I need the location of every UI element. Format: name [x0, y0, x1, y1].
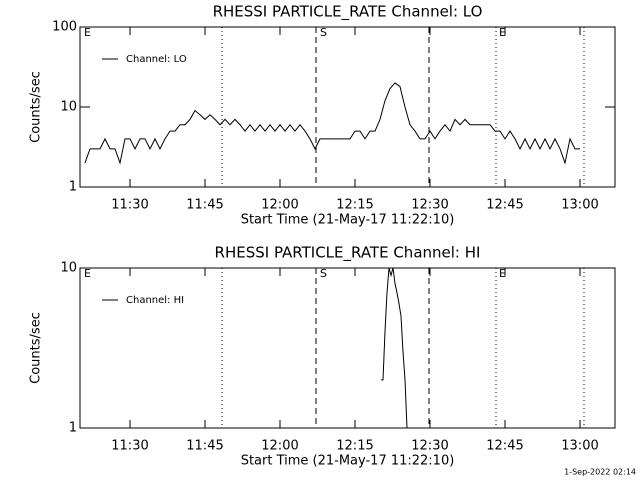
annotation: E — [499, 267, 506, 280]
data-line — [381, 268, 408, 428]
y-axis-label: Counts/sec — [29, 71, 44, 143]
y-axis-label: Counts/sec — [29, 312, 44, 384]
annotation: E — [84, 26, 91, 39]
annotation: S — [320, 267, 327, 280]
x-tick-label: 12:00 — [261, 439, 298, 454]
y-tick-label: 10 — [60, 100, 77, 115]
annotation: S — [320, 26, 327, 39]
x-tick-label: 13:00 — [561, 439, 598, 454]
x-tick-label: 13:00 — [561, 198, 598, 213]
x-tick-label: 12:45 — [486, 198, 523, 213]
x-tick-label: 12:00 — [261, 198, 298, 213]
x-axis-label: Start Time (21-May-17 11:22:10) — [241, 454, 455, 469]
x-tick-label: 11:30 — [111, 198, 148, 213]
x-tick-label: 12:30 — [411, 198, 448, 213]
chart-title: RHESSI PARTICLE_RATE Channel: LO — [213, 3, 483, 22]
legend-label: Channel: LO — [126, 54, 187, 65]
x-tick-label: 11:45 — [186, 198, 223, 213]
y-tick-label: 10 — [60, 261, 77, 276]
plot-frame — [79, 267, 616, 429]
x-tick-label: 12:15 — [336, 439, 373, 454]
y-tick-label: 100 — [52, 20, 77, 35]
x-tick-label: 12:15 — [336, 198, 373, 213]
annotation: E — [84, 267, 91, 280]
data-line — [84, 82, 580, 165]
footer: 1-Sep-2022 02:14 — [564, 468, 636, 477]
y-tick-label: 1 — [69, 180, 77, 195]
y-tick-label: 1 — [69, 421, 77, 436]
x-tick-label: 11:45 — [186, 439, 223, 454]
x-tick-label: 12:30 — [411, 439, 448, 454]
x-tick-label: 12:45 — [486, 439, 523, 454]
x-tick-label: 11:30 — [111, 439, 148, 454]
legend-label: Channel: HI — [126, 295, 184, 306]
chart-title: RHESSI PARTICLE_RATE Channel: HI — [215, 244, 481, 263]
annotation: E — [499, 26, 506, 39]
x-axis-label: Start Time (21-May-17 11:22:10) — [241, 213, 455, 228]
